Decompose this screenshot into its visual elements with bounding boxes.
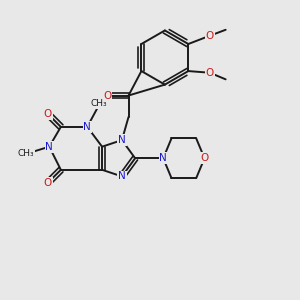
Text: N: N [118,171,126,182]
Text: O: O [200,153,208,163]
Text: CH₃: CH₃ [91,99,107,108]
Text: O: O [206,68,214,78]
Text: O: O [44,109,52,119]
Text: O: O [206,31,214,41]
Text: N: N [45,142,53,152]
Text: N: N [118,135,126,145]
Text: N: N [159,153,167,163]
Text: CH₃: CH₃ [18,149,34,158]
Text: O: O [103,91,111,100]
Text: N: N [83,122,91,132]
Text: O: O [44,178,52,188]
